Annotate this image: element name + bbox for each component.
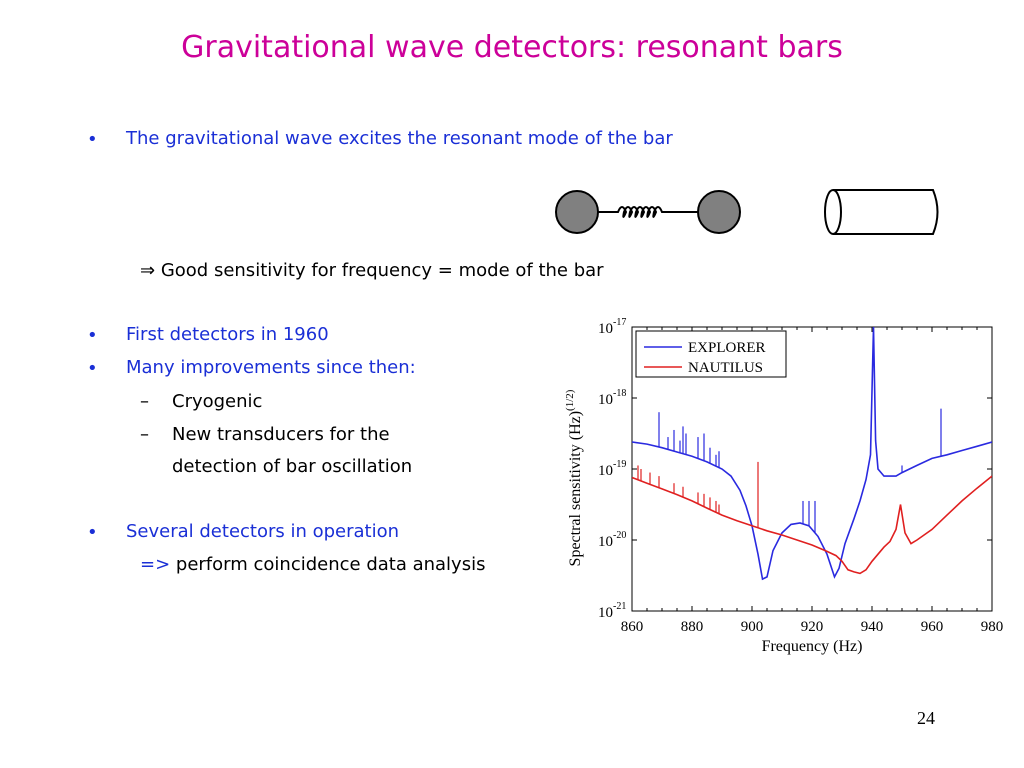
- y-axis-label: Spectral sensitivity (Hz)(1/2): [564, 389, 584, 566]
- series-line-nautilus: [632, 475, 992, 575]
- bullet-marker: •: [87, 129, 98, 150]
- bullet-marker: •: [87, 358, 98, 379]
- implication-line: ⇒ Good sensitivity for frequency = mode …: [140, 260, 604, 281]
- series-group: [632, 327, 992, 581]
- spring: [598, 206, 698, 218]
- y-axis-label-text: Spectral sensitivity (Hz): [567, 411, 584, 567]
- sub-transducers-line1: New transducers for the: [172, 424, 390, 445]
- slide-title: Gravitational wave detectors: resonant b…: [181, 30, 843, 65]
- sub-dash: –: [140, 391, 149, 412]
- page-number: 24: [917, 708, 935, 728]
- left-mass: [555, 190, 599, 234]
- sub-dash: –: [140, 424, 149, 445]
- x-tick-label: 980: [981, 619, 1004, 635]
- bullet-improvements: Many improvements since then:: [126, 357, 416, 378]
- y-axis-label-exponent: (1/2): [564, 389, 576, 411]
- y-tick-label: 10-18: [598, 388, 626, 408]
- bullet-marker: •: [87, 325, 98, 346]
- resonant-bar-illustration: [555, 189, 939, 235]
- coincidence-text: perform coincidence data analysis: [175, 554, 486, 575]
- coincidence-line: => perform coincidence data analysis: [140, 554, 485, 575]
- implication-text: Good sensitivity for frequency = mode of…: [160, 260, 604, 281]
- x-tick-label: 940: [861, 619, 884, 635]
- x-tick-label: 900: [741, 619, 764, 635]
- sensitivity-chart: 860 880 900 920 940 960 980 10-17 10-18 10-19 10-2…: [564, 317, 1003, 655]
- implies-icon: ⇒: [140, 260, 156, 281]
- legend-box: [635, 330, 787, 378]
- x-tick-label: 860: [621, 619, 644, 635]
- series-line-explorer: [632, 327, 992, 581]
- ticks-layer: 860 880 900 920 940 960 980 10-17 10-18 10-19 10-2…: [598, 317, 1003, 635]
- mass-spring-model: [555, 190, 741, 234]
- bullet-several-detectors: Several detectors in operation: [126, 521, 400, 542]
- chart-legend: EXPLORER NAUTILUS: [635, 330, 787, 378]
- bullet-first-detectors: First detectors in 1960: [126, 324, 329, 345]
- bullet-wave-excites: The gravitational wave excites the reson…: [126, 128, 673, 149]
- x-axis-label: Frequency (Hz): [762, 638, 863, 655]
- x-tick-label: 960: [921, 619, 944, 635]
- x-tick-label: 920: [801, 619, 824, 635]
- legend-label: EXPLORER: [688, 340, 766, 356]
- y-tick-label: 10-19: [598, 459, 626, 479]
- y-tick-label: 10-17: [598, 317, 626, 337]
- x-tick-label: 880: [681, 619, 704, 635]
- legend-label: NAUTILUS: [688, 360, 763, 376]
- series-layer: [632, 327, 992, 581]
- right-mass: [697, 190, 741, 234]
- sub-cryogenic: Cryogenic: [172, 391, 263, 412]
- sub-transducers-line2: detection of bar oscillation: [172, 456, 413, 477]
- arrow-icon: =>: [140, 554, 171, 575]
- bullet-marker: •: [87, 522, 98, 543]
- cylinder-bar: [824, 189, 939, 235]
- y-tick-label: 10-21: [598, 601, 626, 621]
- y-tick-label: 10-20: [598, 530, 626, 550]
